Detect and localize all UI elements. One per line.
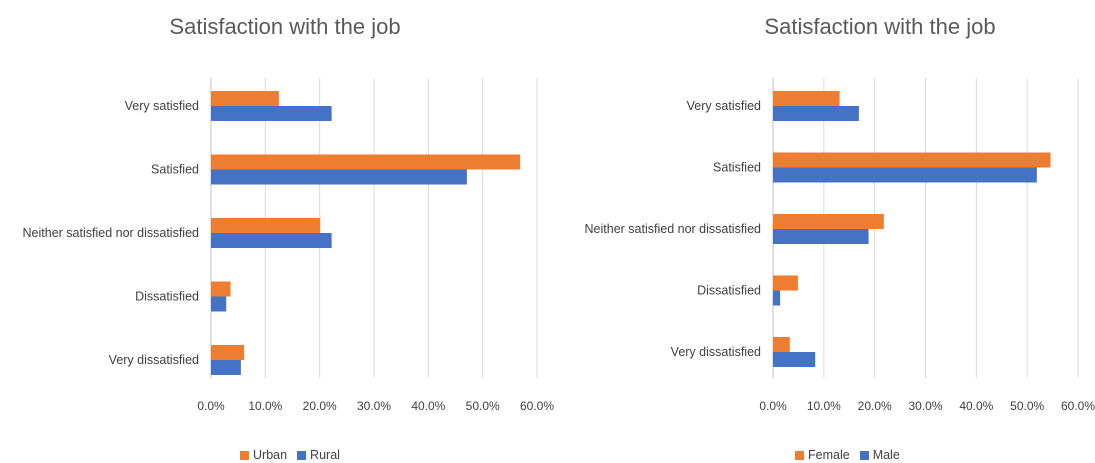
x-tick-label: 40.0% <box>411 399 445 413</box>
category-label: Very satisfied <box>125 99 199 113</box>
chart-title: Satisfaction with the job <box>169 14 401 39</box>
category-label: Very dissatisfied <box>671 345 761 359</box>
legend-label-series-1: Urban <box>253 448 288 462</box>
chart-urban-rural: Satisfaction with the job 0.0% 10.0% 20.0%… <box>23 14 555 462</box>
bar-rural <box>211 106 332 121</box>
category-label: Satisfied <box>713 161 761 175</box>
category-label: Satisfied <box>151 163 199 177</box>
legend-item-series-1: Urban <box>240 448 287 462</box>
x-tick-label: 0.0% <box>759 399 787 413</box>
category-label: Very dissatisfied <box>109 353 199 367</box>
legend-label-series-2: Rural <box>310 448 340 462</box>
bar-male <box>773 352 816 367</box>
x-tick-label: 30.0% <box>357 399 391 413</box>
x-tick-label: 0.0% <box>197 399 225 413</box>
x-tick-label: 60.0% <box>1061 399 1095 413</box>
bar-female <box>773 152 1051 168</box>
bar-male <box>773 167 1037 183</box>
legend-label-series-1: Female <box>808 448 850 462</box>
x-tick-label: 20.0% <box>858 399 892 413</box>
bar-male <box>773 106 859 121</box>
x-tick-label: 20.0% <box>303 399 337 413</box>
bar-male <box>773 290 781 306</box>
chart-legend: Urban Rural <box>240 448 340 462</box>
bar-rural <box>211 360 241 375</box>
category-label: Dissatisfied <box>135 290 199 304</box>
chart-title: Satisfaction with the job <box>764 14 996 39</box>
x-tick-label: 50.0% <box>466 399 500 413</box>
chart-plot-area: 0.0% 10.0% 20.0% 30.0% 40.0% 50.0% 60.0% Very s… <box>585 78 1095 413</box>
bar-rural <box>211 296 227 312</box>
chart-plot-area: 0.0% 10.0% 20.0% 30.0% 40.0% 50.0% 60.0% Very s… <box>23 78 554 413</box>
category-label: Dissatisfied <box>697 284 761 298</box>
x-tick-label: 60.0% <box>520 399 554 413</box>
bar-urban <box>211 281 231 297</box>
category-label: Neither satisfied nor dissatisfied <box>585 222 762 236</box>
chart-legend: Female Male <box>795 448 900 462</box>
legend-swatch-series-2 <box>297 450 307 460</box>
legend-item-series-2: Male <box>859 448 900 462</box>
bar-urban <box>211 218 321 233</box>
bar-male <box>773 229 869 244</box>
x-tick-label: 50.0% <box>1010 399 1044 413</box>
legend-item-series-2: Rural <box>297 448 340 462</box>
bar-female <box>773 275 798 291</box>
legend-item-series-1: Female <box>795 448 850 462</box>
x-tick-label: 10.0% <box>807 399 841 413</box>
bar-female <box>773 337 790 352</box>
legend-swatch-series-1 <box>795 450 804 460</box>
x-tick-label: 10.0% <box>248 399 282 413</box>
x-tick-label: 30.0% <box>908 399 942 413</box>
bar-urban <box>211 91 279 106</box>
bar-urban <box>211 154 521 170</box>
legend-swatch-series-2 <box>859 450 869 460</box>
bar-rural <box>211 233 332 248</box>
bar-female <box>773 214 884 229</box>
bar-rural <box>211 169 467 185</box>
x-tick-label: 40.0% <box>959 399 993 413</box>
bar-urban <box>211 345 245 360</box>
category-label: Neither satisfied nor dissatisfied <box>23 226 200 240</box>
bar-female <box>773 91 840 106</box>
chart-female-male: Satisfaction with the job 0.0% 10.0% 20.0%… <box>560 0 1095 463</box>
legend-label-series-2: Male <box>872 448 900 462</box>
category-label: Very satisfied <box>687 99 761 113</box>
legend-swatch-series-1 <box>240 450 249 460</box>
